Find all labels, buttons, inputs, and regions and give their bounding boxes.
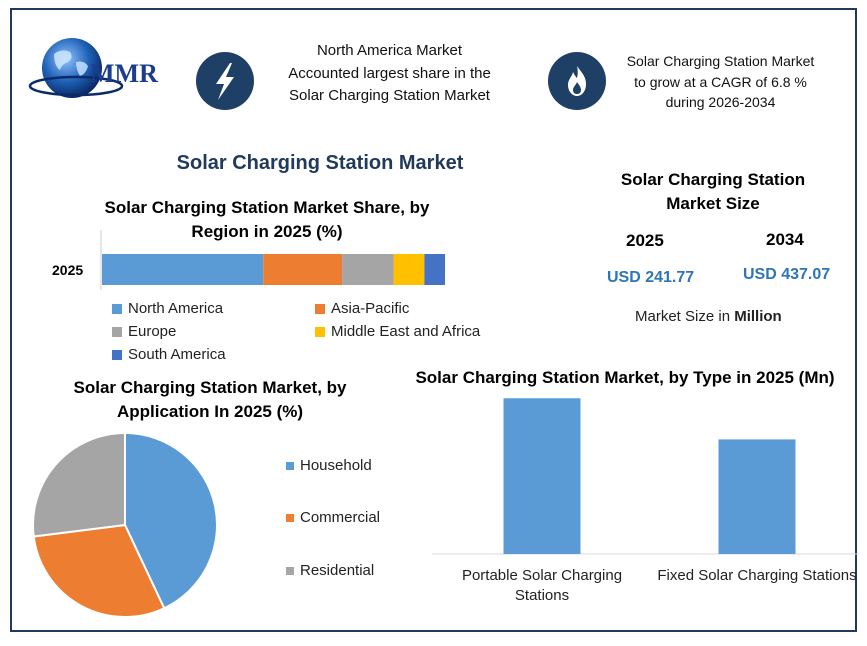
highlight-right-text: Solar Charging Station Market to grow at… bbox=[608, 51, 833, 113]
market-size-year-2025: 2025 bbox=[626, 231, 664, 250]
mmr-logo: MMR bbox=[24, 32, 184, 122]
legend-swatch bbox=[112, 303, 122, 314]
region-chart-title-line-1: Solar Charging Station Market Share, by bbox=[104, 198, 430, 217]
legend-label: Household bbox=[300, 457, 372, 474]
region-bar-segment-europe bbox=[342, 254, 394, 285]
type-bar-fixed bbox=[718, 439, 796, 554]
type-bar-portable bbox=[503, 398, 581, 554]
legend-label: Middle East and Africa bbox=[331, 323, 481, 340]
svg-text:MMR: MMR bbox=[90, 59, 158, 88]
application-chart-title-line-2: Application In 2025 (%) bbox=[116, 402, 304, 421]
legend-swatch bbox=[112, 349, 122, 360]
region-bar-segment-asia-pacific bbox=[263, 254, 343, 285]
legend-item-south-america: South America bbox=[112, 346, 226, 363]
pie-slice-commercial bbox=[32, 523, 166, 618]
market-size-title: Solar Charging Station Market Size bbox=[583, 168, 843, 216]
legend-item-middle-east-africa: Middle East and Africa bbox=[315, 323, 480, 340]
legend-label: Asia-Pacific bbox=[331, 300, 410, 317]
region-stacked-bar-chart: 2025 bbox=[52, 230, 445, 290]
legend-swatch bbox=[315, 303, 325, 314]
type-category-line: Fixed Solar Charging Stations bbox=[657, 567, 857, 584]
pie-slice-residential bbox=[32, 431, 126, 538]
region-bar-segment-middle-east-and-africa bbox=[393, 254, 425, 285]
legend-swatch bbox=[112, 326, 122, 337]
market-size-title-line-2: Market Size bbox=[666, 194, 760, 213]
type-bar-chart bbox=[432, 398, 858, 555]
legend-label: Commercial bbox=[300, 509, 381, 526]
legend-item-commercial: Commercial bbox=[286, 509, 380, 526]
region-legend: North America Asia-Pacific Europe Middle… bbox=[112, 300, 512, 370]
type-category-label-portable: Portable Solar Charging Stations bbox=[452, 566, 632, 606]
market-size-value-2025: USD 241.77 bbox=[607, 269, 695, 286]
legend-label: South America bbox=[128, 346, 226, 363]
legend-label: Residential bbox=[300, 562, 375, 579]
infographic-frame bbox=[10, 8, 857, 632]
highlight-right-line-3: during 2026-2034 bbox=[665, 94, 776, 110]
legend-item-residential: Residential bbox=[286, 562, 374, 579]
market-size-year-2034: 2034 bbox=[766, 230, 804, 249]
region-chart-title-line-2: Region in 2025 (%) bbox=[191, 222, 343, 241]
legend-swatch bbox=[286, 461, 294, 470]
region-category-label: 2025 bbox=[52, 262, 83, 278]
highlight-left-line-2: Accounted largest share in the bbox=[288, 64, 491, 82]
application-chart-title-line-1: Solar Charging Station Market, by bbox=[73, 378, 347, 397]
legend-label: North America bbox=[128, 300, 224, 317]
region-chart-title: Solar Charging Station Market Share, by … bbox=[82, 196, 452, 244]
market-size-unit-prefix: Market Size in bbox=[635, 308, 735, 325]
market-size-unit-bold: Million bbox=[734, 308, 782, 325]
legend-swatch bbox=[315, 326, 325, 337]
application-pie-chart bbox=[32, 431, 218, 618]
region-bar-segment-south-america bbox=[424, 254, 445, 285]
application-chart-title: Solar Charging Station Market, by Applic… bbox=[50, 376, 370, 424]
legend-item-household: Household bbox=[286, 457, 372, 474]
type-category-label-fixed: Fixed Solar Charging Stations bbox=[652, 566, 862, 586]
pie-slice-household bbox=[124, 431, 218, 610]
market-size-value-2034: USD 437.07 bbox=[743, 266, 831, 283]
highlight-left-line-3: Solar Charging Station Market bbox=[289, 87, 490, 104]
highlight-badge-left bbox=[196, 52, 254, 110]
type-category-line: Portable Solar Charging bbox=[461, 567, 623, 584]
region-bar-segment-north-america bbox=[102, 254, 264, 285]
legend-swatch bbox=[286, 566, 294, 575]
type-chart-title: Solar Charging Station Market, by Type i… bbox=[415, 368, 835, 387]
legend-item-north-america: North America bbox=[112, 300, 223, 317]
application-legend: Household Commercial Residential bbox=[286, 457, 396, 587]
legend-item-asia-pacific: Asia-Pacific bbox=[315, 300, 409, 317]
type-category-line: Stations bbox=[514, 587, 570, 604]
highlight-left-text: North America Market Accounted largest s… bbox=[262, 40, 517, 108]
highlight-left-line-1: North America Market bbox=[316, 42, 463, 59]
legend-label: Europe bbox=[128, 323, 177, 340]
page-title: Solar Charging Station Market bbox=[176, 152, 464, 174]
highlight-right-line-2: to grow at a CAGR of 6.8 % bbox=[634, 73, 807, 90]
flame-icon bbox=[568, 66, 586, 96]
highlight-badge-right bbox=[548, 52, 606, 110]
highlight-right-line-1: Solar Charging Station Market bbox=[626, 53, 815, 69]
legend-item-europe: Europe bbox=[112, 323, 176, 340]
lightning-bolt-icon bbox=[216, 63, 234, 100]
legend-swatch bbox=[286, 513, 294, 522]
market-size-unit: Market Size in Million bbox=[635, 308, 782, 325]
market-size-title-line-1: Solar Charging Station bbox=[620, 170, 806, 189]
